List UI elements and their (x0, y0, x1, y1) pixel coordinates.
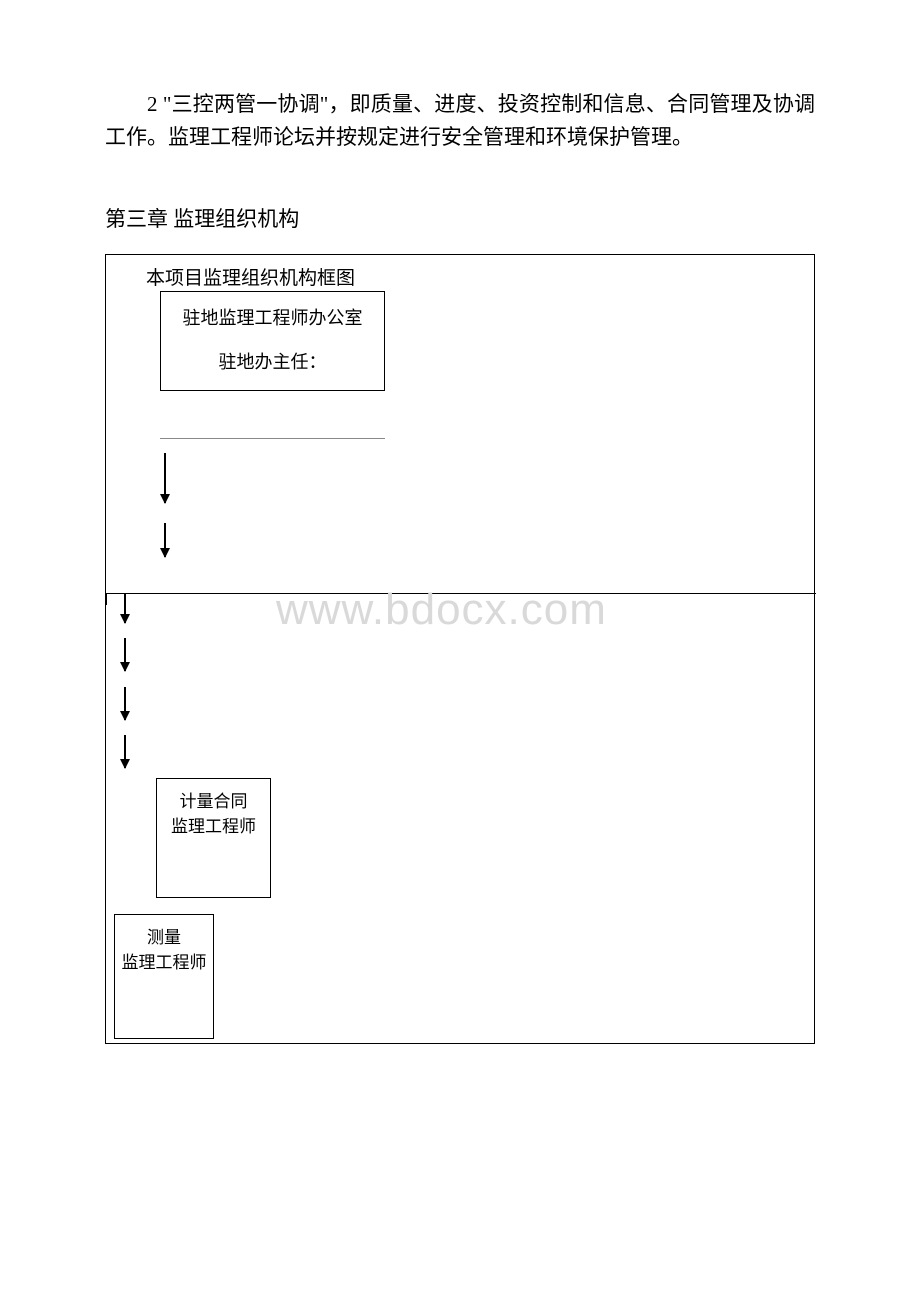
horizontal-connector (106, 593, 816, 594)
metering-label-line1: 计量合同 (157, 789, 270, 815)
chapter-heading: 第三章 监理组织机构 (105, 203, 815, 236)
org-chart-diagram: 本项目监理组织机构框图 驻地监理工程师办公室 驻地办主任： www.bdocx.… (105, 254, 815, 1044)
underline-separator (160, 391, 385, 439)
office-node: 驻地监理工程师办公室 驻地办主任： (160, 291, 385, 391)
metering-label-line2: 监理工程师 (157, 814, 270, 840)
connector-tick (106, 593, 107, 605)
arrow-down-icon (164, 523, 166, 557)
office-name: 驻地监理工程师办公室 (161, 304, 384, 330)
survey-label-line2: 监理工程师 (115, 950, 213, 976)
survey-engineer-node: 测量 监理工程师 (114, 914, 214, 1039)
survey-label-line1: 测量 (115, 925, 213, 951)
metering-engineer-node: 计量合同 监理工程师 (156, 778, 271, 898)
arrow-down-icon (124, 593, 126, 623)
arrow-down-icon (124, 638, 126, 671)
arrow-down-icon (164, 453, 166, 503)
office-director-label: 驻地办主任： (161, 348, 384, 374)
arrow-down-icon (124, 735, 126, 768)
arrow-down-icon (124, 687, 126, 720)
body-paragraph: 2 "三控两管一协调"，即质量、进度、投资控制和信息、合同管理及协调工作。监理工… (105, 88, 815, 153)
diagram-title: 本项目监理组织机构框图 (146, 263, 355, 290)
